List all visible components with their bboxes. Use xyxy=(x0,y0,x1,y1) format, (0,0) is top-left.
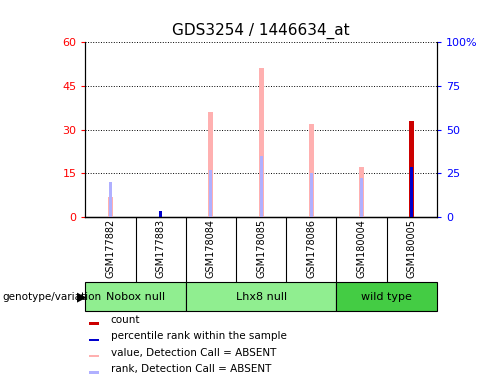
Bar xyxy=(409,121,414,217)
Bar xyxy=(89,339,99,341)
Bar xyxy=(259,68,264,217)
Text: genotype/variation: genotype/variation xyxy=(2,291,102,302)
Bar xyxy=(89,355,99,357)
Text: percentile rank within the sample: percentile rank within the sample xyxy=(111,331,286,341)
Bar xyxy=(336,282,437,311)
Text: Nobox null: Nobox null xyxy=(106,291,165,302)
Text: GSM180005: GSM180005 xyxy=(407,219,417,278)
Bar xyxy=(108,197,113,217)
Bar xyxy=(109,182,112,217)
Bar xyxy=(209,170,212,217)
Bar xyxy=(186,282,336,311)
Text: GSM177883: GSM177883 xyxy=(156,219,166,278)
Text: GSM180004: GSM180004 xyxy=(356,219,366,278)
Bar xyxy=(85,282,186,311)
Text: wild type: wild type xyxy=(361,291,412,302)
Text: GSM178084: GSM178084 xyxy=(206,219,216,278)
Bar xyxy=(260,156,263,217)
Text: GSM177882: GSM177882 xyxy=(105,219,116,278)
Bar xyxy=(410,167,413,217)
Text: count: count xyxy=(111,315,140,325)
Text: GSM178085: GSM178085 xyxy=(256,219,266,278)
Bar xyxy=(360,178,363,217)
Text: rank, Detection Call = ABSENT: rank, Detection Call = ABSENT xyxy=(111,364,271,374)
Title: GDS3254 / 1446634_at: GDS3254 / 1446634_at xyxy=(172,23,350,40)
Text: Lhx8 null: Lhx8 null xyxy=(236,291,286,302)
Bar xyxy=(310,173,313,217)
Text: GSM178086: GSM178086 xyxy=(306,219,316,278)
Bar xyxy=(89,322,99,325)
Bar xyxy=(159,211,162,217)
Text: ▶: ▶ xyxy=(77,290,87,303)
Bar xyxy=(359,167,364,217)
Bar xyxy=(208,112,213,217)
Text: value, Detection Call = ABSENT: value, Detection Call = ABSENT xyxy=(111,348,276,358)
Bar xyxy=(89,371,99,374)
Bar xyxy=(309,124,314,217)
